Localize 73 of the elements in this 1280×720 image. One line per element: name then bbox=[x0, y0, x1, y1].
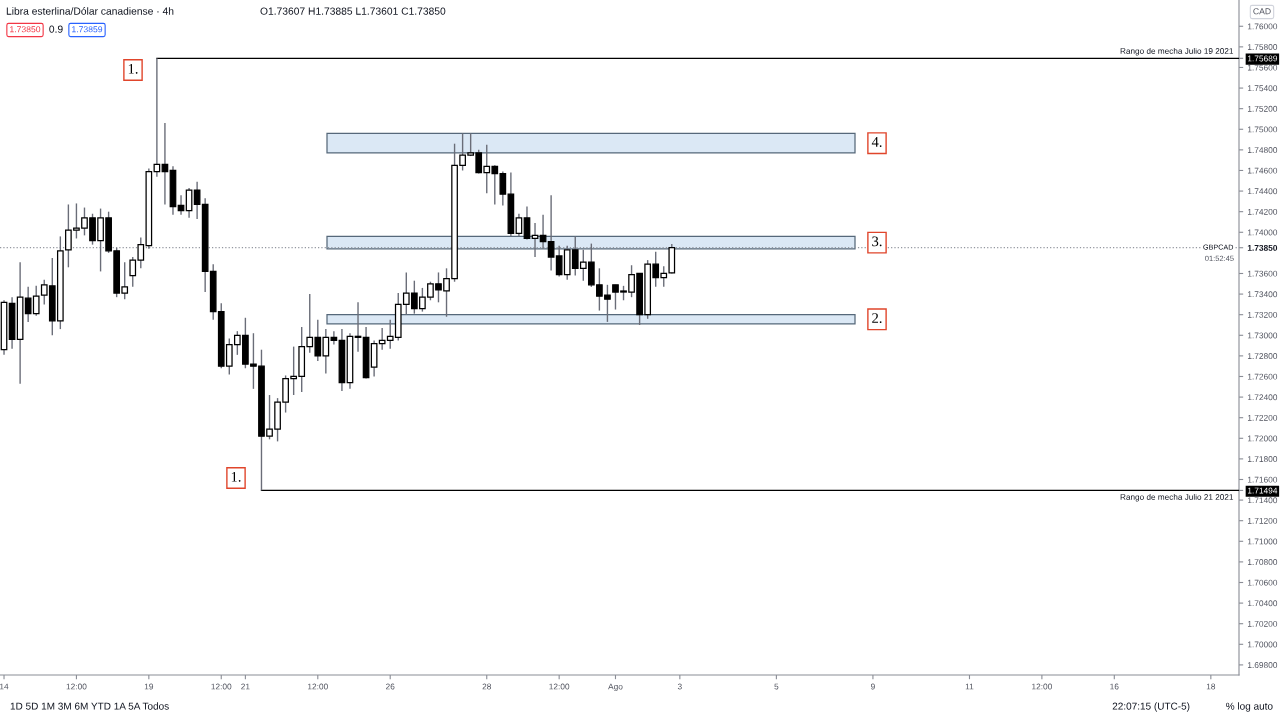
y-tick-label: 1.70800 bbox=[1247, 559, 1278, 565]
annotation: 1. bbox=[128, 63, 138, 74]
x-tick-label: 12:00 bbox=[211, 683, 232, 690]
annotation: 1.73859 bbox=[72, 26, 103, 33]
y-tick-label: 1.72800 bbox=[1247, 353, 1278, 359]
annotation: 1. bbox=[231, 471, 241, 482]
candlestick bbox=[547, 194, 555, 272]
band-label: 4. bbox=[871, 137, 882, 147]
y-tick-label: 1.73400 bbox=[1247, 291, 1278, 298]
text: 1D 5D 1M 3M 6M YTD 1A 5A Todos bbox=[10, 702, 169, 710]
x-tick-label: 26 bbox=[385, 683, 395, 690]
y-tick-label: 1.76000 bbox=[1247, 23, 1278, 30]
y-tick-label: 1.69800 bbox=[1247, 662, 1278, 669]
y-tick-label: 1.72400 bbox=[1247, 394, 1278, 401]
y-tick-label: 1.74000 bbox=[1247, 229, 1278, 236]
band-label: 2. bbox=[872, 313, 882, 324]
x-tick-label: 11 bbox=[965, 683, 974, 690]
ref-line-label: Rango de mecha Julio 21 2021 bbox=[1120, 493, 1234, 502]
annotation: 1.73850 bbox=[10, 26, 41, 33]
x-tick-label: 5 bbox=[774, 683, 779, 690]
y-tick-label: 1.73600 bbox=[1247, 270, 1278, 277]
y-tick-label: 1.75600 bbox=[1247, 64, 1278, 71]
y-tick-label: 1.72200 bbox=[1247, 414, 1278, 421]
x-tick-label: 3 bbox=[677, 683, 682, 690]
y-tick-label: 1.71200 bbox=[1247, 517, 1278, 524]
y-tick-label: 1.75200 bbox=[1247, 105, 1278, 112]
y-tick-label: 1.75800 bbox=[1247, 44, 1278, 50]
x-tick-label: 18 bbox=[1206, 683, 1216, 690]
y-tick-label: 1.71000 bbox=[1247, 538, 1278, 545]
x-tick-label: 28 bbox=[482, 683, 492, 690]
y-tick-label: 1.73850 bbox=[1247, 244, 1278, 251]
candlestick bbox=[370, 339, 378, 378]
y-tick-label: 1.71400 bbox=[1247, 497, 1278, 504]
text: CAD bbox=[1253, 8, 1271, 15]
y-tick-label: 1.74800 bbox=[1247, 147, 1278, 153]
y-tick-label: 1.73200 bbox=[1247, 311, 1278, 318]
x-tick-label: 21 bbox=[241, 683, 250, 690]
y-tick-label: 1.70600 bbox=[1247, 579, 1278, 586]
text: % log auto bbox=[1226, 702, 1273, 712]
x-tick-label: 19 bbox=[144, 683, 154, 690]
y-tick-label: 1.75400 bbox=[1247, 85, 1278, 92]
candlestick bbox=[185, 187, 193, 219]
y-tick-label: 1.75000 bbox=[1247, 126, 1278, 133]
x-tick-label: 9 bbox=[871, 683, 875, 690]
x-tick-label: 12:00 bbox=[308, 683, 328, 690]
y-tick-label: 1.70200 bbox=[1247, 620, 1278, 627]
text: Libra esterlina/Dólar canadiense · 4h bbox=[6, 7, 174, 15]
y-tick-label: 1.72000 bbox=[1247, 435, 1278, 442]
y-tick-label: 1.71800 bbox=[1247, 456, 1278, 462]
y-tick-label: 1.70400 bbox=[1247, 600, 1278, 607]
y-tick-label: 1.75689 bbox=[1247, 55, 1278, 62]
x-tick-label: 12:00 bbox=[1032, 683, 1052, 690]
y-tick-label: 1.74600 bbox=[1247, 167, 1278, 174]
x-tick-label: Ago bbox=[608, 683, 623, 692]
annotation: 0.9 bbox=[49, 25, 63, 33]
y-tick-label: 1.70000 bbox=[1247, 641, 1278, 648]
candlestick bbox=[523, 205, 531, 241]
text: 22:07:15 (UTC-5) bbox=[1112, 702, 1190, 712]
y-tick-label: 1.71600 bbox=[1247, 476, 1278, 483]
y-tick-label: 1.74400 bbox=[1247, 188, 1278, 195]
x-tick-label: 16 bbox=[1110, 683, 1119, 690]
annotation: O1.73607 H1.73885 L1.73601 C1.73850 bbox=[260, 7, 446, 15]
x-tick-label: 12:00 bbox=[549, 683, 570, 690]
y-tick-label: 1.72600 bbox=[1247, 373, 1278, 380]
candlestick bbox=[193, 181, 201, 220]
x-tick-label: 12:00 bbox=[66, 683, 87, 690]
y-tick-label: 1.74200 bbox=[1247, 208, 1278, 215]
candlestick bbox=[515, 213, 523, 238]
x-tick-label: 14 bbox=[0, 683, 9, 690]
band-label: 3. bbox=[872, 236, 882, 247]
y-tick-label: 1.73000 bbox=[1247, 332, 1278, 339]
ref-line-label: Rango de mecha Julio 19 2021 bbox=[1120, 47, 1234, 56]
y-tick-label: 1.71494 bbox=[1247, 487, 1278, 494]
